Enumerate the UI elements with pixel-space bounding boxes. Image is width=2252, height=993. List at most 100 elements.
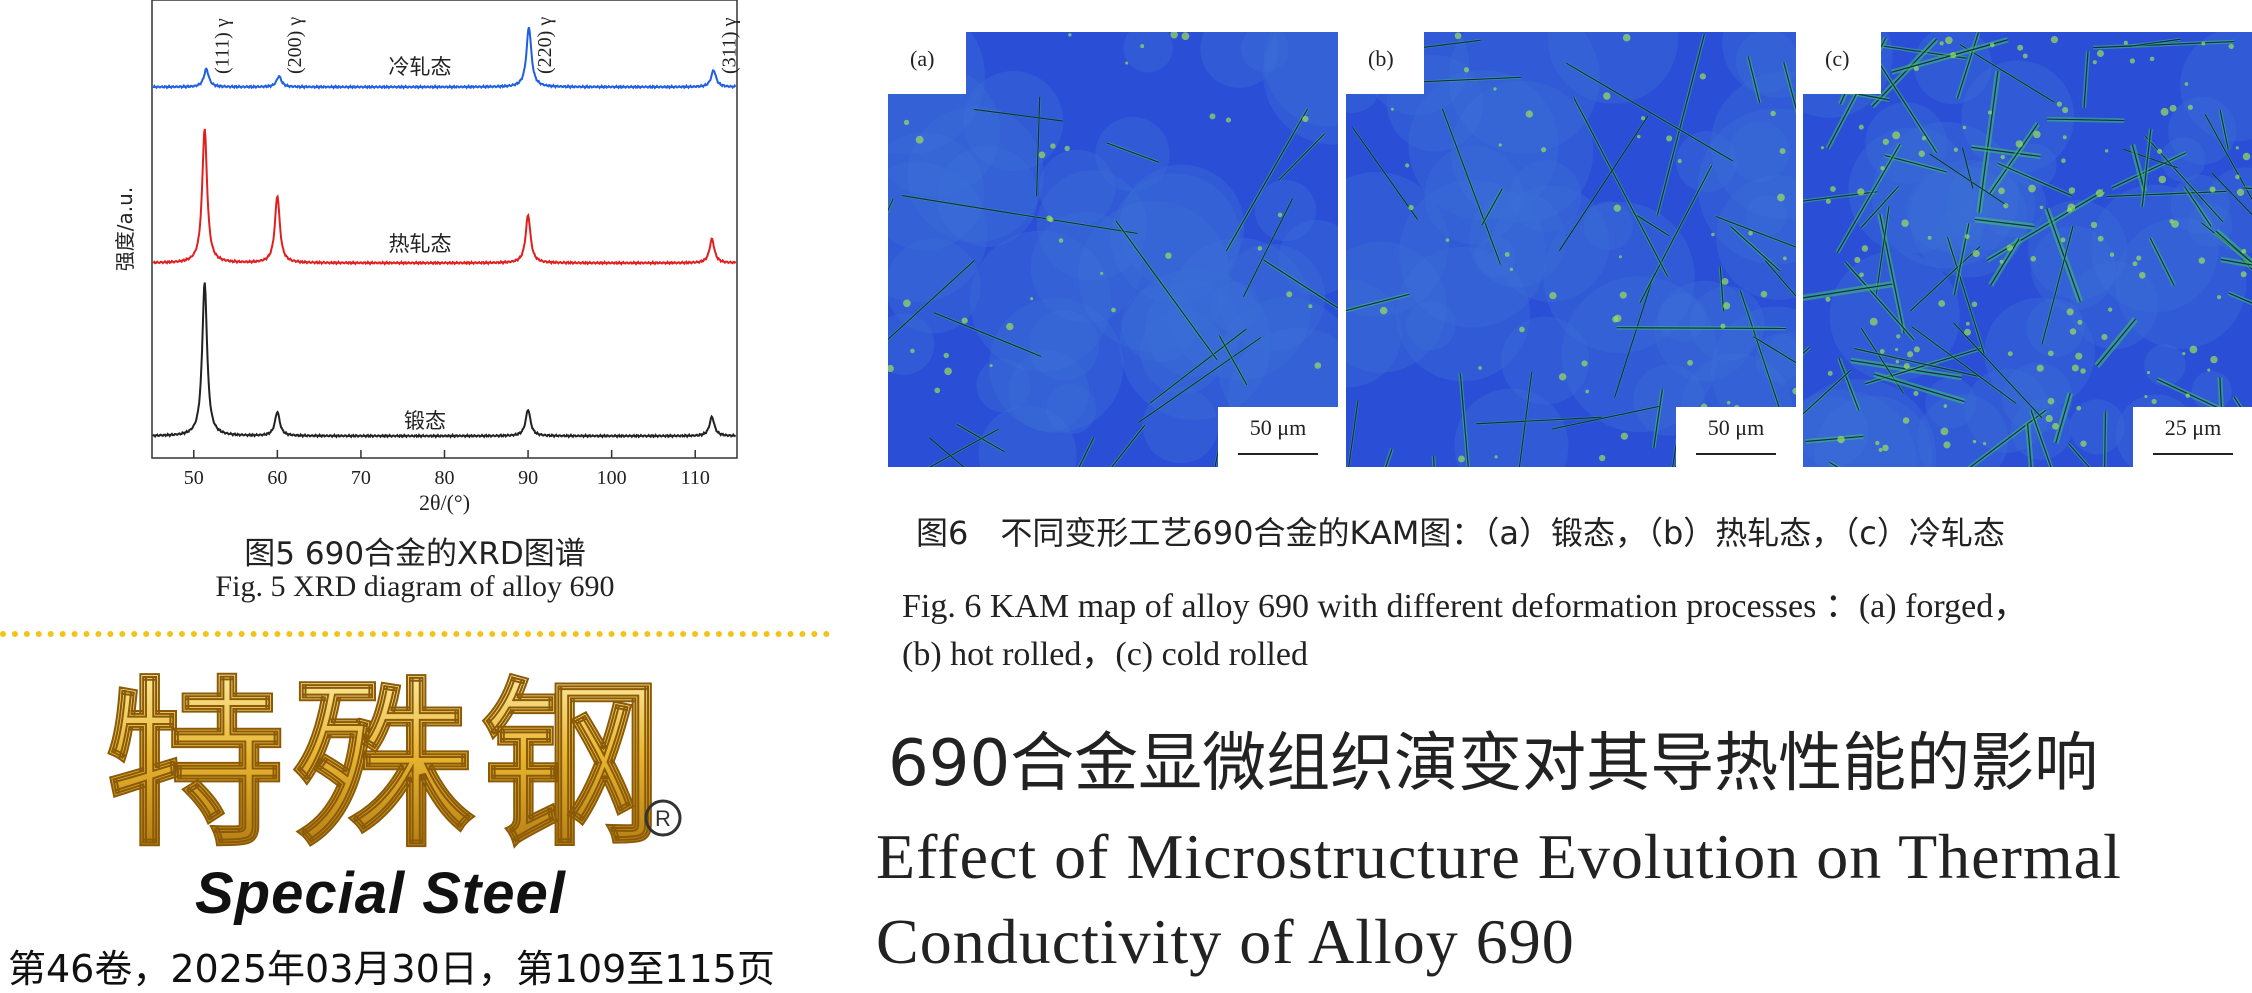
kam-speck (2185, 393, 2190, 398)
article-title-en-line1: Effect of Microstructure Evolution on Th… (876, 821, 2122, 892)
kam-variation (1168, 237, 1311, 381)
grain-boundary (1558, 115, 1649, 251)
kam-variation (1200, 32, 1279, 88)
kam-speck (1882, 138, 1890, 145)
kam-variation (2115, 217, 2247, 349)
x-tick-label: 50 (184, 467, 204, 489)
panel-label: (b) (1346, 32, 1424, 94)
kam-speck (2003, 203, 2009, 209)
kam-speck (2151, 398, 2157, 405)
grain-boundary (1956, 32, 1979, 99)
grain-boundary (1844, 261, 1915, 341)
kam-speck (2050, 35, 2059, 44)
kam-variation (1950, 166, 2002, 219)
kam-variation (1454, 388, 1569, 467)
kam-speck (1726, 401, 1731, 405)
kam-speck (2209, 186, 2216, 193)
grain-boundary (1961, 147, 1974, 189)
grain-boundary (2030, 410, 2052, 467)
kam-variation (1803, 396, 1869, 467)
kam-variation (1123, 32, 1173, 73)
kam-variation (1814, 395, 1933, 467)
kam-speck (2139, 271, 2146, 279)
kam-speck (1938, 300, 1946, 307)
kam-speck (2184, 82, 2189, 86)
grain-boundary (1990, 238, 2020, 286)
kam-speck (1999, 259, 2004, 264)
kam-speck (2076, 405, 2082, 411)
kam-variation (888, 238, 981, 334)
kam-panel-a: (a) 50 μm (888, 32, 1338, 467)
kam-variation (1346, 172, 1449, 317)
x-tick-label: 100 (597, 467, 627, 489)
kam-speck (1902, 417, 1910, 424)
kam-variation (1398, 180, 1547, 328)
kam-speck (2198, 257, 2206, 264)
kam-variation (1028, 310, 1100, 381)
kam-speck (1901, 219, 1909, 227)
y-axis-label: 强度/a.u. (113, 187, 137, 271)
kam-speck (1064, 145, 1070, 152)
kam-speck (989, 364, 993, 368)
kam-speck (1598, 454, 1606, 462)
grain-boundary (1753, 336, 1796, 364)
kam-speck (1777, 193, 1785, 202)
kam-speck (1722, 302, 1731, 310)
grain-boundary (1838, 358, 1860, 411)
kam-speck (2147, 371, 2151, 375)
fig5-caption-cn: 图5 690合金的XRD图谱 (244, 536, 586, 572)
grain-boundary (2131, 144, 2146, 192)
kam-speck (2241, 248, 2247, 254)
kam-variation (1676, 131, 1737, 193)
grain-boundary (2106, 190, 2227, 198)
kam-speck (1882, 444, 1889, 452)
grain-boundary (933, 312, 1042, 357)
kam-speck (1677, 159, 1682, 164)
kam-background (1803, 32, 2252, 467)
kam-speck (1943, 441, 1951, 449)
kam-speck (2080, 440, 2087, 447)
kam-panel-c: (c) 25 μm (1803, 32, 2252, 467)
kam-speck (1827, 370, 1833, 376)
kam-speck (2189, 345, 2198, 354)
grain-boundary (2026, 423, 2032, 467)
kam-speck (1379, 306, 1388, 315)
scale-bar: 50 μm (1218, 407, 1338, 467)
kam-speck (1257, 246, 1263, 251)
kam-speck (1068, 33, 1072, 37)
grain-boundary (2141, 128, 2152, 207)
kam-variation (1263, 32, 1338, 145)
kam-speck (1498, 143, 1502, 147)
grain-boundary (1730, 225, 1781, 272)
grain-boundary (1078, 437, 1095, 467)
grain-boundary (1481, 188, 1503, 226)
grain-boundary (1971, 146, 2041, 158)
kam-variation (1729, 121, 1790, 183)
kam-speck (1302, 115, 1309, 123)
kam-speck (2187, 104, 2193, 110)
kam-speck (1907, 351, 1914, 358)
grain-boundary (1803, 369, 1851, 415)
kam-speck (1445, 238, 1450, 242)
grain-boundary (1764, 260, 1796, 298)
grain-boundary (1875, 206, 1890, 295)
kam-speck (2235, 174, 2240, 180)
grain-boundary (1860, 185, 1900, 228)
grain-boundary (1874, 373, 1965, 403)
kam-speck (1953, 147, 1958, 152)
kam-speck (2097, 235, 2104, 242)
kam-variation (1241, 32, 1289, 73)
kam-speck (1405, 163, 1410, 168)
grain-boundary (1656, 34, 1705, 216)
kam-variation (1509, 160, 1582, 232)
scale-label: 50 μm (1249, 415, 1307, 440)
kam-speck (1666, 135, 1673, 142)
grain-boundary (1632, 212, 1670, 236)
journal-name-en: Special Steel (195, 861, 566, 926)
kam-speck (2158, 175, 2167, 184)
kam-speck (1927, 235, 1932, 240)
kam-speck (2210, 355, 2218, 364)
grain-boundary (2068, 443, 2090, 467)
kam-variation (1119, 164, 1245, 290)
grain-boundary (1214, 450, 1219, 467)
